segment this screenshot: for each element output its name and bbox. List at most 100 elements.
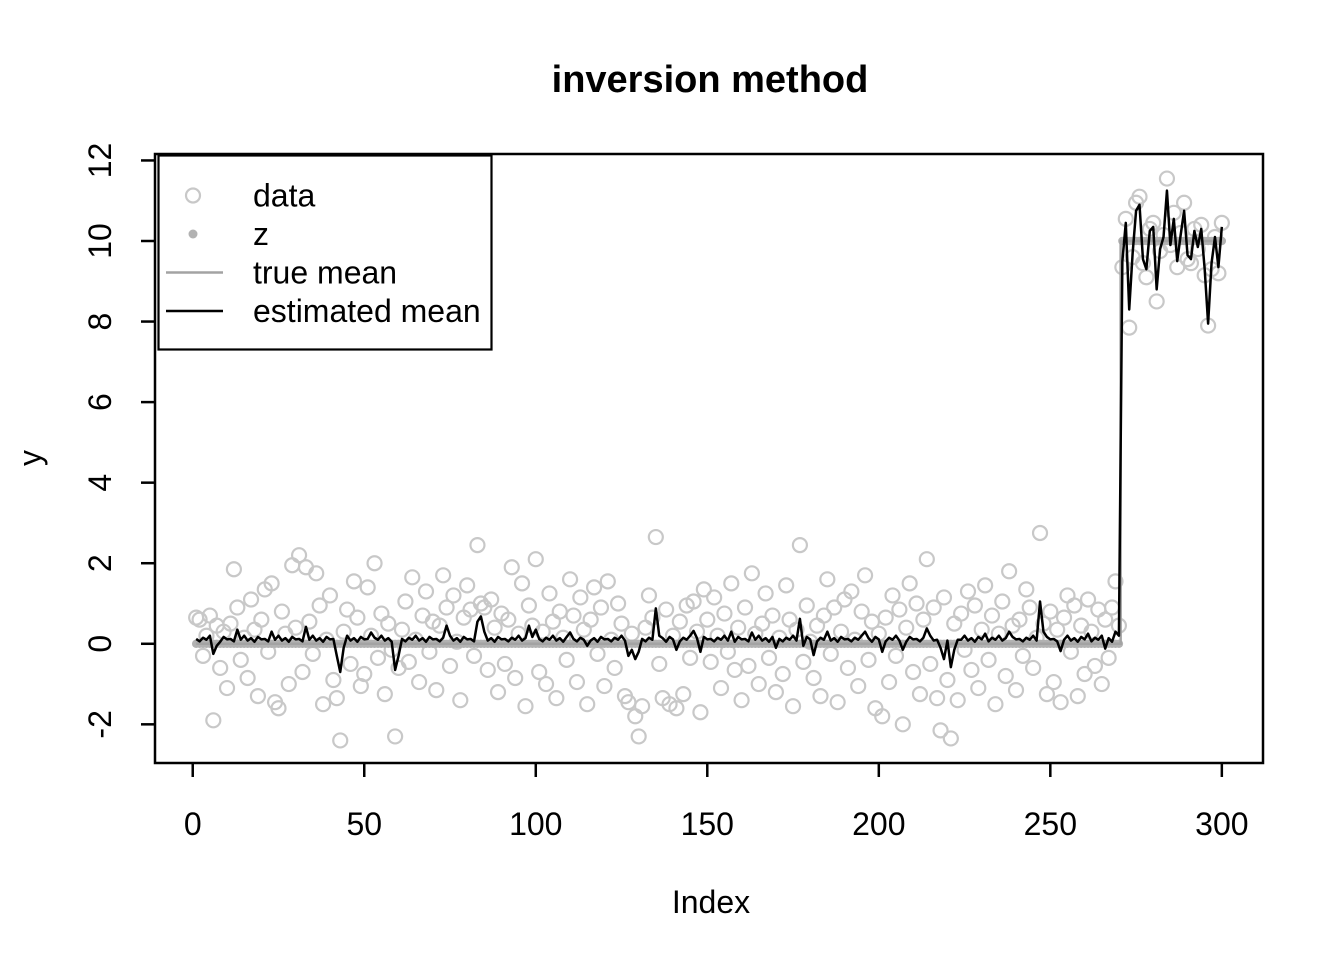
data-point (1148, 293, 1165, 310)
data-point (579, 696, 596, 713)
data-point (1025, 659, 1042, 677)
data-point (856, 567, 874, 584)
data-point (380, 615, 397, 632)
data-point (963, 661, 980, 679)
data-point (706, 589, 723, 606)
data-point (1107, 573, 1124, 590)
data-point (435, 567, 452, 584)
data-point (589, 645, 606, 662)
data-point (222, 615, 239, 632)
data-point (537, 675, 555, 693)
data-point (1158, 170, 1176, 187)
data-point (280, 675, 297, 693)
data-point (561, 571, 579, 588)
data-point (942, 730, 959, 747)
data-point (472, 595, 489, 612)
data-point (308, 565, 325, 582)
data-point (778, 577, 795, 594)
data-point (606, 659, 623, 677)
data-point (1059, 587, 1076, 604)
y-tick-label: 12 (82, 143, 118, 179)
data-point (273, 603, 291, 620)
data-point (397, 593, 414, 610)
data-point (263, 575, 280, 592)
data-point (486, 619, 503, 636)
data-point (520, 597, 538, 614)
x-tick-label: 50 (346, 806, 382, 842)
data-point (970, 679, 987, 697)
data-point (314, 696, 332, 713)
data-point (658, 601, 675, 618)
data-point (647, 528, 664, 546)
data-point (623, 625, 640, 642)
data-point (596, 677, 613, 695)
data-point (338, 601, 356, 618)
data-point (373, 605, 390, 622)
legend-label-z: z (253, 216, 269, 252)
data-point (959, 583, 977, 600)
data-point (592, 599, 610, 616)
data-point (805, 669, 822, 687)
data-point (335, 623, 352, 640)
series-layer (188, 170, 1230, 749)
data-point (935, 589, 953, 606)
x-axis-label: Index (672, 884, 750, 920)
data-point (627, 708, 644, 725)
data-point (290, 547, 308, 564)
data-point (1138, 269, 1155, 286)
data-point (651, 655, 668, 673)
data-point (757, 585, 774, 602)
data-point (513, 575, 531, 592)
data-point (404, 569, 421, 586)
data-point (898, 619, 915, 636)
data-point (723, 575, 740, 592)
data-point (733, 692, 750, 709)
data-point (205, 712, 222, 729)
data-point (750, 675, 767, 693)
data-point (740, 657, 757, 675)
data-point (325, 671, 342, 689)
data-point (613, 615, 630, 632)
x-tick-label: 200 (852, 806, 905, 842)
data-point (1086, 657, 1104, 675)
data-point (517, 698, 534, 715)
data-point (973, 621, 990, 638)
data-point (815, 607, 833, 624)
data-point (356, 665, 373, 683)
data-point (760, 649, 778, 666)
filled-dot-icon (188, 229, 198, 239)
plot-box (153, 152, 1265, 765)
data-point (194, 647, 212, 664)
x-tick-label: 150 (681, 806, 734, 842)
data-point (212, 659, 229, 677)
data-point (880, 673, 898, 691)
data-point (791, 536, 809, 554)
data-point (445, 587, 462, 604)
data-point (438, 599, 455, 616)
data-point (894, 716, 911, 733)
open-circle-icon (184, 187, 202, 204)
estimated-mean-line (195, 189, 1224, 674)
data-point (232, 651, 249, 668)
data-point (850, 677, 867, 695)
data-point (994, 593, 1011, 610)
data-point (489, 684, 507, 701)
data-point (987, 696, 1004, 713)
data-point (417, 583, 435, 600)
data-point (1021, 599, 1038, 616)
data-point (284, 557, 301, 574)
data-point (345, 573, 363, 590)
data-point (874, 708, 891, 725)
data-point (997, 667, 1014, 685)
data-point (630, 728, 647, 745)
data-point (860, 651, 877, 668)
data-point (301, 613, 318, 630)
data-point (369, 649, 387, 666)
data-point (551, 603, 568, 620)
data-point (249, 688, 267, 705)
data-point (634, 698, 651, 715)
data-point (1045, 673, 1062, 691)
data-point (671, 613, 688, 630)
